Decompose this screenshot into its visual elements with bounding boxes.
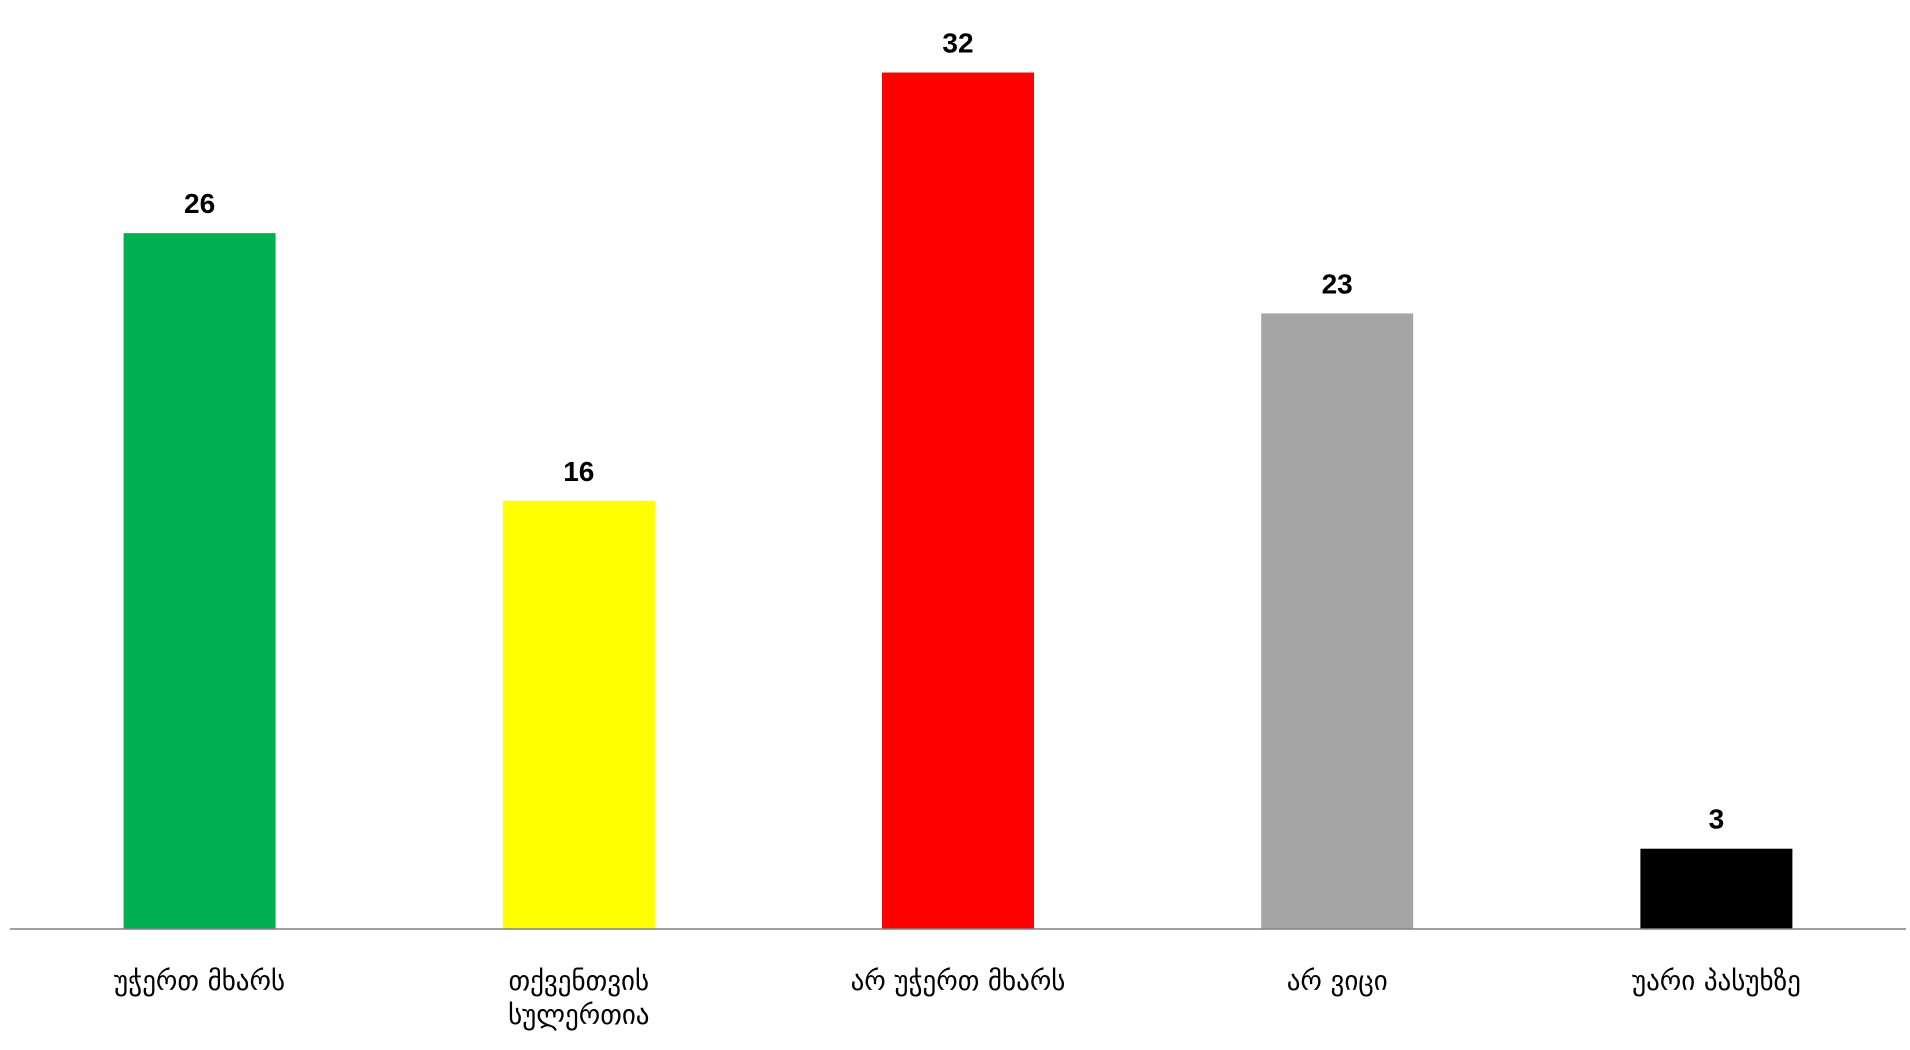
x-tick-label: არ ვიცი [1286, 966, 1388, 997]
value-label: 23 [1322, 268, 1353, 299]
bar [882, 72, 1034, 929]
value-label: 32 [942, 28, 973, 59]
x-tick-label: უჭერთ მხარს [114, 966, 286, 997]
bar [123, 233, 276, 929]
x-tick-label: არ უჭერთ მხარს [850, 966, 1066, 997]
value-label: 26 [184, 188, 215, 219]
bar [1261, 313, 1414, 930]
bar [502, 500, 655, 929]
x-tick-label: უარი პასუხზე [1631, 966, 1801, 997]
x-tick-label: თქვენთვის სულერთია [508, 966, 650, 1031]
value-label: 3 [1709, 804, 1725, 835]
value-label: 16 [563, 456, 594, 487]
bar [1640, 848, 1793, 929]
